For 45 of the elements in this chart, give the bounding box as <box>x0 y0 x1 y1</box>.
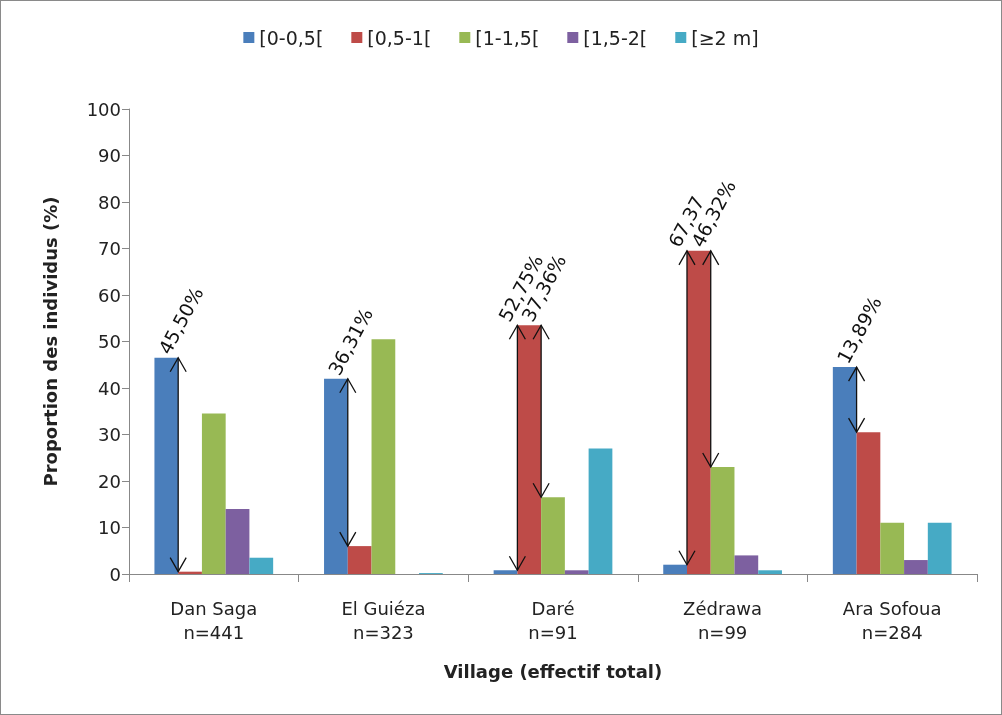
y-tick-label: 40 <box>98 377 121 399</box>
bar <box>686 250 711 574</box>
bar <box>347 546 372 574</box>
bar <box>201 413 226 574</box>
bar <box>856 432 881 574</box>
legend-label: [1-1,5[ <box>475 26 540 49</box>
y-tick-label: 80 <box>98 191 121 213</box>
y-tick-label: 60 <box>98 284 121 306</box>
bar <box>541 497 565 574</box>
bar <box>710 467 735 574</box>
bar <box>225 508 250 574</box>
bar <box>517 325 542 574</box>
bar <box>154 357 179 574</box>
bar <box>371 339 396 574</box>
y-tick-label: 100 <box>86 98 121 120</box>
bar <box>249 557 274 574</box>
y-tick-label: 90 <box>98 145 121 166</box>
x-tick-label: Daré n=91 <box>528 597 578 643</box>
legend-label: [0,5-1[ <box>367 26 432 49</box>
bar <box>588 448 613 574</box>
bar <box>832 367 857 574</box>
y-tick-label: 30 <box>98 424 121 445</box>
y-tick-label: 10 <box>98 517 121 538</box>
x-tick-label: Dan Saga n=441 <box>170 597 258 643</box>
bar <box>904 560 928 574</box>
legend-label: [0-0,5[ <box>259 26 324 49</box>
y-tick-label: 70 <box>98 238 121 259</box>
bar <box>927 522 952 574</box>
y-axis-title: Proportion des individus (%) <box>39 196 61 487</box>
x-tick-label: Ara Sofoua n=284 <box>842 597 942 643</box>
bar <box>663 564 687 574</box>
bar <box>734 555 759 574</box>
y-tick-label: 0 <box>109 563 121 585</box>
legend-label: [1,5-2[ <box>583 26 648 49</box>
bar <box>324 378 348 574</box>
x-tick-label: Zédrawa n=99 <box>683 597 763 643</box>
bar <box>564 570 589 574</box>
legend-label: [≥2 m] <box>691 26 759 49</box>
bar <box>493 570 518 574</box>
bar <box>880 522 905 574</box>
y-tick-label: 50 <box>98 331 121 352</box>
x-tick-label: El Guiéza n=323 <box>341 597 426 643</box>
x-axis-title: Village (effectif total) <box>443 660 663 682</box>
bar <box>758 570 782 574</box>
y-tick-label: 20 <box>98 470 121 492</box>
